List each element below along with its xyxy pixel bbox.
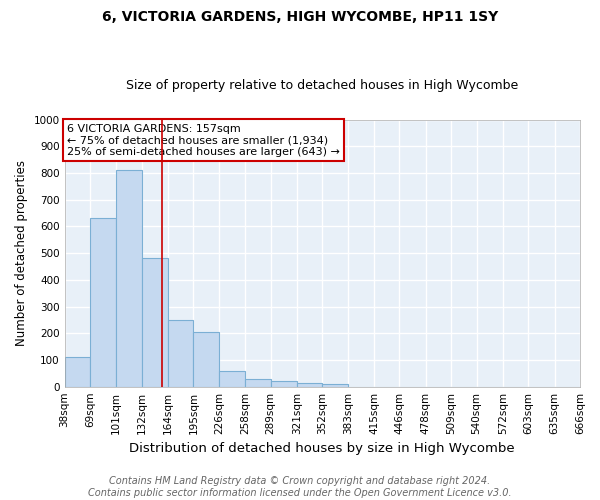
Bar bbox=[90, 218, 116, 386]
Text: 6 VICTORIA GARDENS: 157sqm
← 75% of detached houses are smaller (1,934)
25% of s: 6 VICTORIA GARDENS: 157sqm ← 75% of deta… bbox=[67, 124, 340, 157]
Bar bbox=[116, 170, 142, 386]
Y-axis label: Number of detached properties: Number of detached properties bbox=[15, 160, 28, 346]
Bar bbox=[65, 358, 90, 386]
Bar bbox=[297, 382, 322, 386]
Text: Contains HM Land Registry data © Crown copyright and database right 2024.
Contai: Contains HM Land Registry data © Crown c… bbox=[88, 476, 512, 498]
Title: Size of property relative to detached houses in High Wycombe: Size of property relative to detached ho… bbox=[126, 79, 518, 92]
Bar bbox=[168, 320, 193, 386]
Bar bbox=[245, 378, 271, 386]
Bar bbox=[219, 370, 245, 386]
Bar bbox=[322, 384, 348, 386]
X-axis label: Distribution of detached houses by size in High Wycombe: Distribution of detached houses by size … bbox=[130, 442, 515, 455]
Bar bbox=[271, 382, 297, 386]
Bar bbox=[193, 332, 219, 386]
Bar bbox=[142, 258, 168, 386]
Text: 6, VICTORIA GARDENS, HIGH WYCOMBE, HP11 1SY: 6, VICTORIA GARDENS, HIGH WYCOMBE, HP11 … bbox=[102, 10, 498, 24]
